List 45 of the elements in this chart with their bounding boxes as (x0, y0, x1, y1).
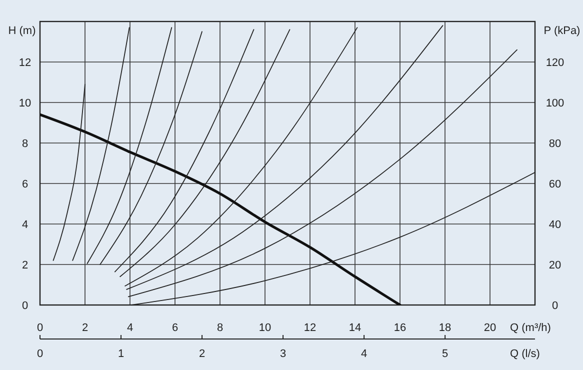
x2-tick-label: 4 (360, 348, 368, 360)
x-tick-label: 10 (258, 322, 272, 334)
y2-tick-label: 40 (548, 219, 562, 231)
x2-tick-label: 5 (442, 348, 448, 360)
line-series (120, 29, 290, 278)
x-tick-label: 6 (172, 322, 178, 334)
x-tick-label: 12 (304, 322, 316, 334)
y2-axis-title: P (kPa) (544, 25, 580, 37)
y2-tick-label: 80 (548, 138, 562, 150)
x-tick-label: 0 (36, 322, 44, 334)
x-tick-label: 4 (126, 322, 134, 334)
y2-tick-label: 60 (548, 178, 562, 190)
line-series (124, 27, 358, 286)
y2-tick-label: 100 (546, 98, 564, 110)
y2-tick-label: 0 (552, 300, 558, 312)
x-tick-label: 16 (394, 322, 406, 334)
y-tick-label: 10 (18, 98, 32, 110)
x-axis-title: Q (m³/h) (510, 322, 551, 334)
x-tick-label: 14 (348, 322, 362, 334)
y-tick-label: 2 (22, 260, 28, 272)
y2-tick-label: 120 (546, 57, 564, 69)
line-series (114, 29, 254, 272)
x-tick-label: 8 (216, 322, 224, 334)
y-tick-label: 6 (22, 178, 28, 190)
x2-tick-label: 0 (36, 348, 44, 360)
x2-tick-label: 3 (280, 348, 286, 360)
x2-tick-label: 2 (198, 348, 206, 360)
y-tick-label: 8 (22, 138, 28, 150)
x2-axis-title: Q (l/s) (510, 348, 540, 360)
x-tick-label: 18 (438, 322, 452, 334)
line-series (128, 49, 518, 298)
line-series (72, 27, 130, 261)
y-tick-label: 12 (18, 57, 32, 69)
line-series (52, 84, 86, 261)
x-tick-label: 20 (484, 322, 496, 334)
x-tick-label: 2 (82, 322, 88, 334)
y-tick-label: 0 (22, 300, 28, 312)
line-series (100, 31, 202, 265)
line-series (126, 25, 444, 290)
y2-tick-label: 20 (548, 260, 562, 272)
x2-tick-label: 1 (118, 348, 124, 360)
y-tick-label: 4 (22, 219, 28, 231)
line-series (40, 113, 402, 305)
y-axis-title: H (m) (8, 25, 36, 37)
line-series (86, 27, 172, 264)
